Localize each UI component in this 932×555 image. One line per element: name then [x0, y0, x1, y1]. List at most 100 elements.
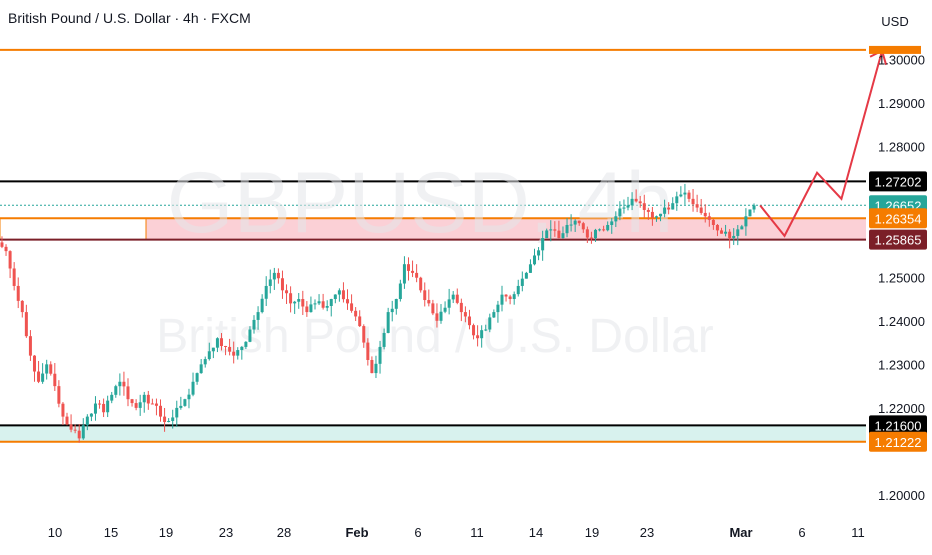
candle-body [187, 394, 191, 400]
candle-body [406, 264, 410, 271]
candle-body [553, 229, 557, 231]
candle-body [638, 201, 642, 204]
x-tick-label: 11 [851, 525, 865, 540]
y-tick-label: 1.22000 [878, 401, 925, 416]
candle-body [451, 294, 455, 300]
forecast-arrow[interactable] [759, 50, 884, 238]
x-tick-label: 14 [529, 525, 543, 540]
candle-body [472, 325, 476, 336]
candle-body [154, 403, 158, 406]
candle-body [293, 301, 297, 304]
candle-body [602, 229, 606, 231]
candle-body [69, 424, 73, 430]
y-tick-label: 1.24000 [878, 314, 925, 329]
candle-body [463, 312, 467, 317]
candle-body [53, 373, 57, 387]
candle-body [549, 229, 553, 231]
y-tick-label: 1.30000 [878, 53, 925, 68]
candle-body [394, 299, 398, 309]
candle-body [484, 329, 488, 331]
candle-body [411, 270, 415, 273]
candle-body [598, 229, 602, 231]
candle-body [512, 294, 516, 300]
candle-body [439, 311, 443, 321]
chart-title: British Pound / U.S. Dollar · 4h · FXCM [8, 10, 251, 26]
candle-body [329, 299, 333, 306]
candle-body [476, 335, 480, 339]
candle-body [317, 301, 321, 304]
candle-body [687, 192, 691, 199]
candle-body [435, 313, 439, 321]
price-label-0 [869, 171, 927, 192]
candle-body [516, 285, 520, 295]
candle-body [252, 319, 256, 330]
candle-body [610, 221, 614, 225]
candle-body [122, 381, 126, 387]
candle-body [65, 416, 69, 425]
candle-body [528, 264, 532, 273]
candle-body [20, 300, 24, 313]
candle-body [622, 207, 626, 209]
candle-body [545, 230, 549, 239]
x-tick-label: 19 [585, 525, 599, 540]
candle-body [175, 407, 179, 418]
candle-body [654, 216, 658, 218]
candle-body [73, 429, 77, 431]
candle-body [93, 403, 97, 414]
candle-body [386, 312, 390, 333]
candle-body [236, 350, 240, 356]
currency-button[interactable]: USD [881, 14, 909, 29]
candle-body [378, 346, 382, 364]
candle-body [195, 373, 199, 382]
candle-body [203, 359, 207, 365]
candle-body [146, 394, 150, 404]
candle-body [232, 351, 236, 356]
candle-body [167, 420, 171, 423]
y-tick-label: 1.25000 [878, 270, 925, 285]
candle-body [455, 294, 459, 303]
candle-body [280, 278, 284, 291]
candle-body [98, 403, 102, 405]
x-tick-label: 19 [159, 525, 173, 540]
candle-body [561, 233, 565, 239]
candle-body [646, 209, 650, 212]
candle-body [606, 224, 610, 231]
candle-body [77, 430, 81, 439]
candle-body [715, 224, 719, 231]
candle-body [354, 310, 358, 317]
x-tick-label: 6 [414, 525, 421, 540]
zone-box-outline [0, 217, 147, 241]
candle-body [81, 425, 85, 439]
candle-body [264, 285, 268, 299]
candle-body [321, 301, 325, 308]
x-tick-label: 10 [48, 525, 62, 540]
candle-body [138, 402, 142, 408]
candle-body [642, 203, 646, 210]
candle-body [207, 351, 211, 360]
candle-body [537, 250, 541, 256]
candle-body [488, 317, 492, 330]
candle-body [12, 268, 16, 286]
candle-body [179, 405, 183, 408]
price-label-text: 1.27202 [875, 174, 922, 189]
candle-body [191, 381, 195, 395]
candle-body [569, 224, 573, 226]
candle-body [443, 307, 447, 312]
x-tick-label: 23 [640, 525, 654, 540]
candle-body [427, 300, 431, 304]
candle-body [557, 230, 561, 239]
candle-body [248, 329, 252, 342]
price-label-4 [869, 415, 927, 436]
candle-body [614, 216, 618, 222]
candle-body [289, 293, 293, 304]
candle-body [106, 400, 110, 413]
candle-body [114, 386, 118, 395]
candle-body [650, 211, 654, 218]
x-tick-label: Feb [345, 525, 368, 540]
candle-body [85, 416, 89, 426]
watermark-symbol: GBPUSD, 4h [167, 155, 674, 251]
candle-body [589, 237, 593, 239]
candle-body [634, 198, 638, 202]
